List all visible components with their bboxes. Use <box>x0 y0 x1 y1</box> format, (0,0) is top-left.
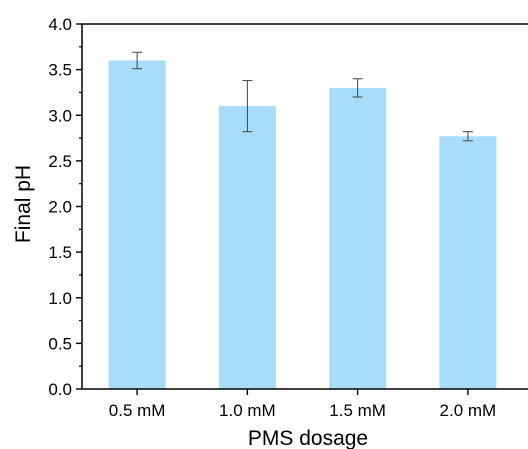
x-tick-label: 2.0 mM <box>440 401 497 420</box>
y-tick-label: 0.5 <box>48 334 72 353</box>
bar-2 <box>218 106 276 390</box>
y-tick-label: 2.0 <box>48 198 72 217</box>
bar-3 <box>329 87 387 390</box>
y-tick-label: 4.0 <box>48 15 72 34</box>
y-tick-label: 1.5 <box>48 243 72 262</box>
x-tick-label: 0.5 mM <box>109 401 166 420</box>
x-tick-label: 1.5 mM <box>329 401 386 420</box>
x-tick-label: 1.0 mM <box>219 401 276 420</box>
y-tick-label: 1.0 <box>48 289 72 308</box>
error-bar-1 <box>132 51 143 70</box>
x-axis-title: PMS dosage <box>248 427 368 449</box>
bar-1 <box>108 60 166 389</box>
x-axis-ticks: 0.5 mM 1.0 mM 1.5 mM 2.0 mM <box>109 389 496 420</box>
y-axis-ticks: 0.0 0.5 1.0 1.5 2.0 2.5 3.0 3.5 4.0 <box>48 15 82 399</box>
error-bar-3 <box>352 78 363 98</box>
error-bar-2 <box>242 80 253 133</box>
y-tick-label: 3.5 <box>48 61 72 80</box>
y-tick-label: 0.0 <box>48 380 72 399</box>
error-bar-4 <box>462 131 473 142</box>
error-bars <box>132 51 473 142</box>
y-tick-label: 3.0 <box>48 106 72 125</box>
y-axis-title: Final pH <box>12 165 35 243</box>
bar-4 <box>439 136 497 389</box>
y-tick-label: 2.5 <box>48 152 72 171</box>
bars <box>108 60 497 390</box>
